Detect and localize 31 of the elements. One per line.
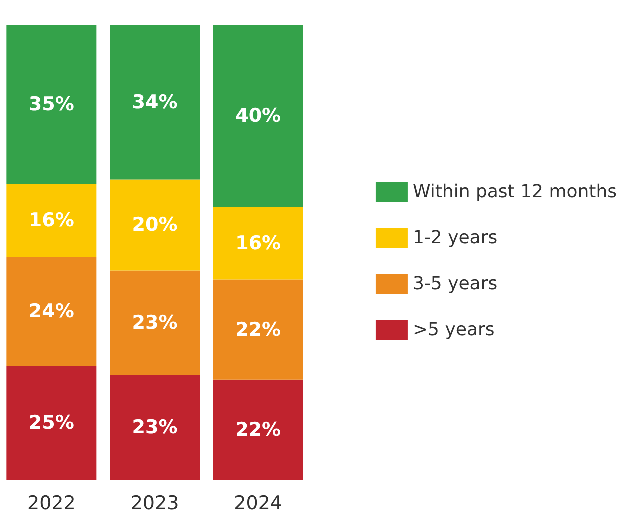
data-label: 23% <box>132 416 178 439</box>
bar <box>110 25 200 180</box>
x-tick-label: 2023 <box>130 492 180 514</box>
bar <box>213 380 304 480</box>
legend-label: 1-2 years <box>412 228 498 248</box>
data-label: 22% <box>236 318 282 341</box>
data-label: 22% <box>236 418 282 441</box>
x-tick-label: 2022 <box>27 492 76 514</box>
data-label: 16% <box>236 232 282 254</box>
data-label: 24% <box>28 300 74 323</box>
bar <box>213 280 304 380</box>
data-label: 16% <box>28 210 74 232</box>
bar <box>213 207 304 280</box>
legend-label: Within past 12 months <box>412 182 618 202</box>
bar <box>110 375 200 480</box>
x-tick-label: 2024 <box>234 492 283 514</box>
bar <box>6 366 97 480</box>
bar <box>213 25 304 207</box>
bar <box>110 180 200 271</box>
bar <box>6 184 97 258</box>
data-label: 23% <box>132 312 178 334</box>
bar <box>6 257 97 366</box>
data-label: 20% <box>132 214 178 236</box>
data-label: 34% <box>132 91 178 114</box>
data-label: 25% <box>28 412 74 434</box>
bar <box>6 25 97 184</box>
data-label: 40% <box>236 105 282 127</box>
bar <box>110 270 200 376</box>
data-label: 35% <box>28 94 74 116</box>
legend-label: >5 years <box>412 320 495 340</box>
legend-label: 3-5 years <box>412 274 498 294</box>
